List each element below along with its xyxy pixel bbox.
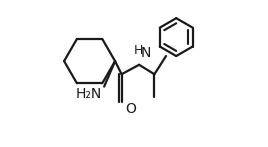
Text: O: O <box>125 102 136 116</box>
Text: H: H <box>134 44 143 57</box>
Text: H₂N: H₂N <box>76 87 102 101</box>
Text: N: N <box>140 46 151 60</box>
